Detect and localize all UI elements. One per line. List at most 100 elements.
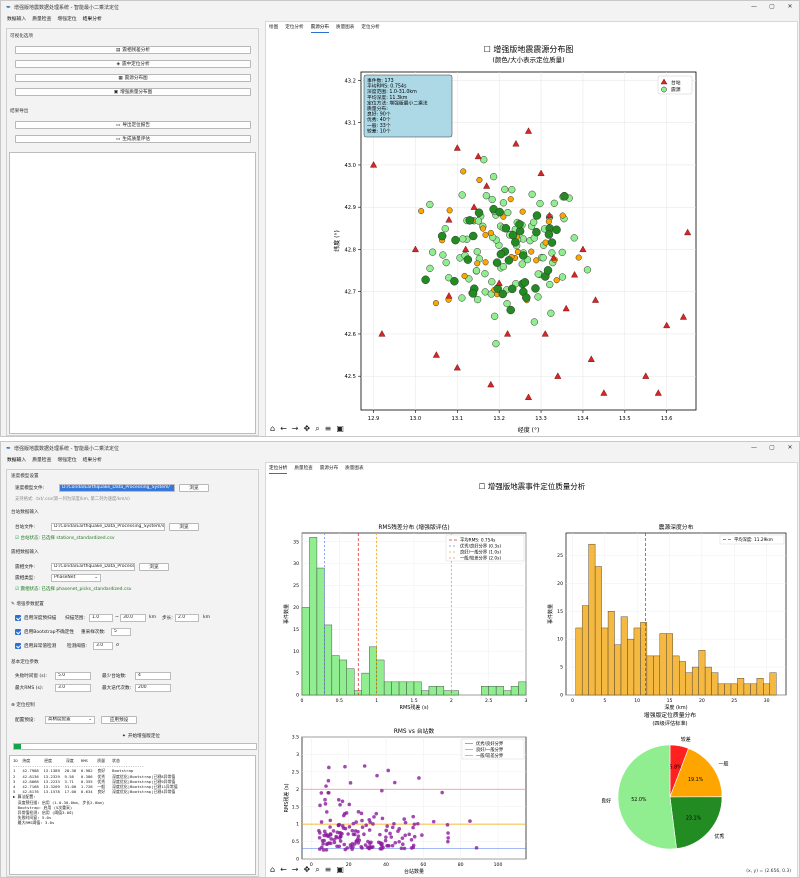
log-line: ▶ 算法配置: [13,794,36,800]
scan-to-input[interactable]: 30.0 [120,614,146,622]
tab-data-input[interactable]: 数据输入 [7,17,27,22]
close-icon[interactable]: ✕ [787,3,793,10]
tab-source-distribution[interactable]: 震源分布 [319,466,339,471]
tab-plot[interactable]: 绘图 [269,25,279,30]
source-point-light-green [441,225,449,233]
rms-station-point [335,844,339,849]
rms-station-point [446,831,450,835]
rms-station-point [388,831,392,836]
save-icon[interactable]: ▣ [336,424,344,433]
tab-location-analysis[interactable]: 定位分析 [285,25,304,30]
x-tick-label: 25 [731,698,737,704]
rms-station-point [322,829,327,834]
tab-data-input[interactable]: 数据输入 [7,458,27,463]
x-tick-label: 13.5 [619,416,631,422]
configure-icon[interactable]: ≡ [324,865,332,874]
epicenter-analysis-button[interactable]: ◈ 震中定位分析 [15,60,251,68]
progress-fill [14,744,22,749]
source-distribution-button[interactable]: ▦ 震源分布图 [15,74,251,82]
export-report-button[interactable]: ▭ 导出定位报告 [15,121,251,129]
y-axis-label: 事件数量 [283,604,290,624]
output-text-area[interactable] [9,152,256,434]
resample-input[interactable]: 5 [111,628,131,636]
log-line: Bootstrap: 启用 (5次重采) [13,804,73,810]
phase-type-select[interactable]: PhaseNet ⌄ [51,574,101,582]
tab-location-analysis-2[interactable]: 定位分析 [361,25,380,30]
forward-icon[interactable]: → [291,424,299,433]
zoom-icon[interactable]: ⌕ [315,424,320,433]
info-box-line: 一般: 33个 [367,122,391,129]
station-browse-button[interactable]: 浏览 [169,523,199,531]
log-line: 深度预扫描: 启用 (1.0-30.0km, 步长2.0km) [13,799,105,805]
tab-enhanced-location[interactable]: 增强定位 [57,458,77,463]
velocity-file-input[interactable]: D:/Conda/Earthquake_Data_Processing_Syst… [59,484,175,492]
source-point-light-green [474,217,483,225]
rms-histogram-bar [510,686,519,696]
max-rms-input[interactable]: 3.0 [55,684,91,692]
phase-file-input[interactable]: D:/Conda/Earthquake_Data_Process/ [51,563,135,571]
pan-icon[interactable]: ✥ [303,424,311,433]
preset-select[interactable]: 高精度配置 ⌄ [45,716,95,724]
pan-icon[interactable]: ✥ [303,865,311,874]
tab-result-analysis[interactable]: 结果分析 [82,458,102,463]
phase-browse-button[interactable]: 浏览 [139,563,169,571]
minimize-icon[interactable]: — [751,3,757,10]
apply-preset-button[interactable]: 应用预设 [101,716,137,724]
tab-quality-check[interactable]: 质量检查 [32,17,52,22]
minimize-icon[interactable]: — [751,444,757,451]
tab-location-analysis[interactable]: 定位分析 [269,465,288,474]
outlier-checkbox[interactable] [15,643,21,649]
window-title-2: 增强版地震数据处理系统 - 智能最小二乘法定位 [14,445,120,452]
tab-quality-charts[interactable]: 质量图表 [335,25,355,30]
log-output[interactable]: ID 纬度 经度 深度 RMS 质量 状态 -------------------… [9,755,256,875]
min-stations-input[interactable]: 4 [135,672,171,680]
tab-quality-check[interactable]: 质量检查 [294,466,313,471]
quality-distribution-button[interactable]: ▣ 增强质量分布图 [15,88,251,96]
step-input[interactable]: 2.0 [175,614,199,622]
start-location-button[interactable]: ✦ 开始增强版定位 [121,733,161,740]
station-marker [524,393,533,400]
zoom-icon[interactable]: ⌕ [315,865,320,874]
station-file-input[interactable]: D:/Conda/Earthquake_Data_Processing_Syst… [51,523,165,531]
configure-icon[interactable]: ≡ [324,424,332,433]
back-icon[interactable]: ← [280,424,287,433]
bootstrap-checkbox[interactable] [15,629,21,635]
source-point-light-green [558,273,567,281]
save-icon[interactable]: ▣ [336,865,344,874]
tab-quality-check[interactable]: 质量检查 [32,458,52,463]
time-window-input[interactable]: 5.0 [55,672,91,680]
rms-station-point [351,821,356,826]
max-iter-label: 最大迭代次数: [102,686,132,691]
max-iter-input[interactable]: 200 [135,684,171,692]
legend-station-marker [660,78,668,85]
rms-station-point [367,846,372,851]
rms-station-point [321,848,326,852]
x-tick-label: 0.5 [336,698,343,704]
threshold-input[interactable]: 3.0 [93,642,113,650]
target-icon: ⊕ [11,703,17,708]
station-status: ☑ 台站状态: 已选择 stations_standardized.csv [15,536,115,541]
home-icon[interactable]: ⌂ [270,424,276,433]
phase-residual-button[interactable]: ▤ 震相残差分析 [15,46,251,54]
home-icon[interactable]: ⌂ [270,865,276,874]
velocity-browse-button[interactable]: 浏览 [179,484,209,492]
scan-from-input[interactable]: 1.0 [89,614,113,622]
maximize-icon[interactable]: ▢ [769,444,775,451]
rms-station-point [341,826,346,830]
check-icon: ☑ [15,536,21,541]
y-tick-label: 15 [293,627,299,633]
quality-assessment-button[interactable]: ▭ 生成质量评估 [15,135,251,143]
rms-station-point [353,842,357,846]
tab-enhanced-location[interactable]: 增强定位 [57,17,77,22]
tab-quality-charts[interactable]: 质量图表 [345,466,364,471]
x-tick-label: 40 [383,862,389,868]
close-icon[interactable]: ✕ [787,444,793,451]
forward-icon[interactable]: → [291,865,299,874]
rms-station-point [319,791,324,795]
depth-prescan-checkbox[interactable] [15,615,21,621]
tab-result-analysis[interactable]: 结果分析 [82,17,102,22]
back-icon[interactable]: ← [280,865,287,874]
tab-source-distribution[interactable]: 震源分布 [310,24,329,33]
maximize-icon[interactable]: ▢ [769,3,775,10]
export-title: 结果导出 [10,109,29,114]
